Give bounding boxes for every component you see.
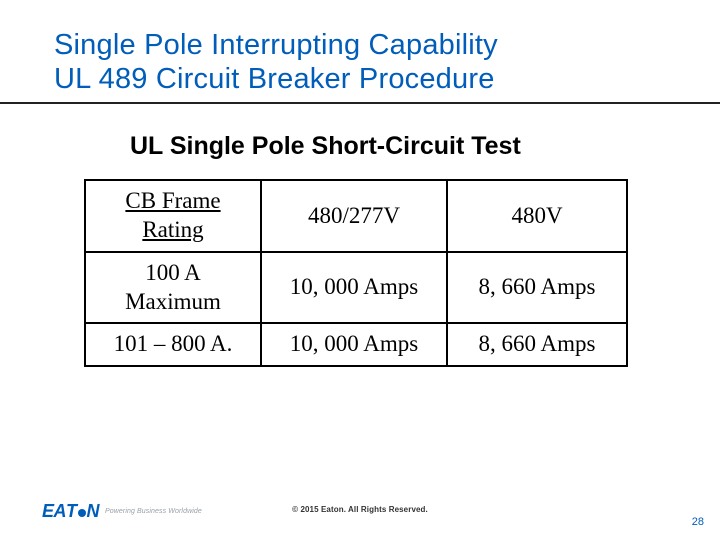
cell-line: CB Frame [125, 188, 220, 213]
title-rule [0, 102, 720, 104]
table-cell: 10, 000 Amps [261, 323, 447, 366]
title-line-1: Single Pole Interrupting Capability [54, 28, 720, 62]
table-row: 101 – 800 A. 10, 000 Amps 8, 660 Amps [85, 323, 627, 366]
cell-line: 100 A [145, 260, 201, 285]
slide: Single Pole Interrupting Capability UL 4… [0, 0, 720, 540]
cell-line: Maximum [125, 289, 221, 314]
table-cell-100a-max: 100 A Maximum [85, 252, 261, 324]
cell-text: 480V [511, 203, 562, 228]
table-row: CB Frame Rating 480/277V 480V [85, 180, 627, 252]
page-number: 28 [692, 516, 704, 528]
cell-line: Rating [142, 217, 203, 242]
table-header-frame-rating: CB Frame Rating [85, 180, 261, 252]
cell-text: 480/277V [308, 203, 400, 228]
cell-text: 8, 660 Amps [479, 331, 596, 356]
logo-letter: T [66, 501, 77, 522]
subtitle: UL Single Pole Short-Circuit Test [130, 132, 720, 161]
table-header-480v: 480V [447, 180, 627, 252]
cell-text: 10, 000 Amps [290, 331, 418, 356]
table-cell-101-800a: 101 – 800 A. [85, 323, 261, 366]
logo-letter: E [42, 501, 54, 522]
test-table: CB Frame Rating 480/277V 480V 100 A Maxi… [84, 179, 628, 367]
table-cell: 8, 660 Amps [447, 323, 627, 366]
eaton-logo-mark: EATN [42, 501, 99, 522]
eaton-logo: EATN Powering Business Worldwide [42, 501, 202, 522]
table-cell: 8, 660 Amps [447, 252, 627, 324]
footer: EATN Powering Business Worldwide © 2015 … [0, 486, 720, 540]
copyright-text: © 2015 Eaton. All Rights Reserved. [292, 505, 428, 514]
logo-letter: N [87, 501, 100, 522]
cell-text: 8, 660 Amps [479, 274, 596, 299]
logo-dot-icon [78, 509, 86, 517]
title-line-2: UL 489 Circuit Breaker Procedure [54, 62, 720, 96]
eaton-logo-tagline: Powering Business Worldwide [105, 508, 202, 515]
table-header-480-277v: 480/277V [261, 180, 447, 252]
cell-text: 101 – 800 A. [114, 331, 233, 356]
table-cell: 10, 000 Amps [261, 252, 447, 324]
cell-text: 10, 000 Amps [290, 274, 418, 299]
title-block: Single Pole Interrupting Capability UL 4… [0, 28, 720, 96]
table-row: 100 A Maximum 10, 000 Amps 8, 660 Amps [85, 252, 627, 324]
